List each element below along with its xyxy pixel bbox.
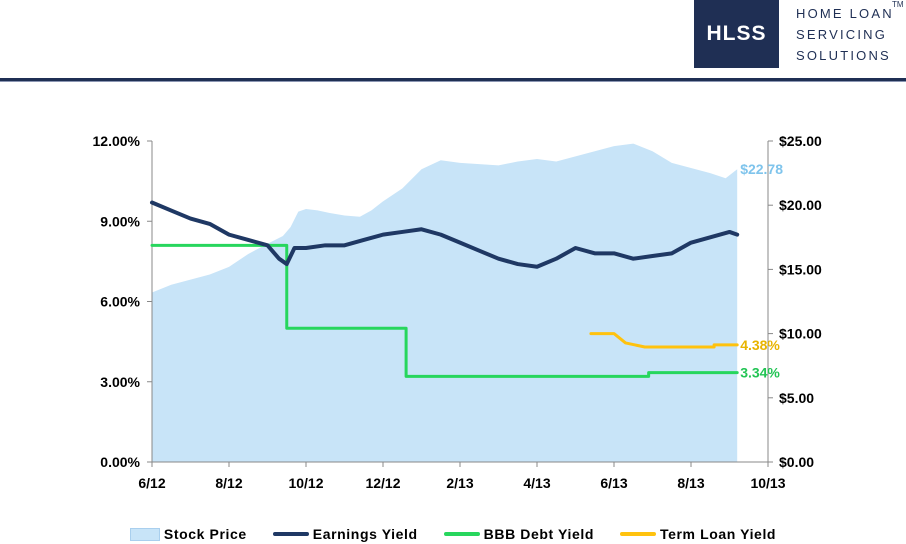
legend-swatch-earnings-yield [272,532,309,536]
legend-label-term-loan-yield: Term Loan Yield [659,526,777,542]
x-axis-tick-label: 6/13 [600,475,627,491]
x-axis-tick-label: 4/13 [523,475,550,491]
term-loan-yield-end-label: 4.38% [740,337,780,353]
right-axis-tick-label: $10.00 [779,326,822,342]
yield-chart: 0.00% 3.00% 6.00% 9.00% 12.00% $0.00 $5.00 $10.… [93,133,823,491]
left-axis-tick-label: 3.00% [100,374,140,390]
right-axis-tick-label: $25.00 [779,133,822,149]
legend-swatch-term-loan-yield [619,532,656,536]
bbb-debt-yield-end-label: 3.34% [740,365,780,381]
x-axis-tick-label: 6/12 [138,475,165,491]
x-axis-tick-label: 10/13 [750,475,785,491]
series-earnings-yield-line [150,200,740,269]
chart-legend: Stock Price Earnings Yield BBB Debt Yiel… [0,524,906,544]
right-axis-tick-label: $5.00 [779,390,814,406]
logo-wordmark: HOME LOAN SERVICING SOLUTIONS [796,3,906,66]
left-axis-tick-label: 0.00% [100,454,140,470]
logo-abbreviation: HLSS [706,22,767,45]
header-rule [0,78,906,82]
left-axis-tick-label: 12.00% [93,133,141,149]
legend-item-term-loan-yield: Term Loan Yield [619,526,777,542]
legend-label-earnings-yield: Earnings Yield [312,526,418,542]
trademark-mark: TM [892,0,904,9]
stock-price-end-label: $22.78 [740,161,783,177]
right-axis-tick-label: $20.00 [779,197,822,213]
left-axis-tick-label: 6.00% [100,294,140,310]
series-bbb-debt-yield-line [150,243,739,378]
x-axis-tick-label: 8/13 [677,475,704,491]
series-stock-price-area [152,143,738,462]
x-axis-tick-label: 12/12 [365,475,400,491]
series-term-loan-yield-line [589,332,739,349]
x-axis-tick-label: 8/12 [215,475,242,491]
right-axis-tick-label: $0.00 [779,454,814,470]
x-axis-tick-label: 2/13 [446,475,473,491]
legend-swatch-bbb-debt-yield [443,532,480,536]
legend-label-stock-price: Stock Price [163,526,247,542]
right-axis-tick-label: $15.00 [779,261,822,277]
hlss-logo-box: HLSS [694,0,779,68]
legend-label-bbb-debt-yield: BBB Debt Yield [483,526,594,542]
legend-item-stock-price: Stock Price [129,526,247,542]
logo-line-2: SERVICING [796,27,888,42]
legend-item-earnings-yield: Earnings Yield [272,526,418,542]
legend-swatch-stock-price [129,527,160,541]
legend-item-bbb-debt-yield: BBB Debt Yield [443,526,594,542]
left-axis-tick-label: 9.00% [100,213,140,229]
logo-line-1: HOME LOAN [796,6,894,21]
x-axis-tick-label: 10/12 [288,475,323,491]
logo-line-3: SOLUTIONS [796,48,891,63]
